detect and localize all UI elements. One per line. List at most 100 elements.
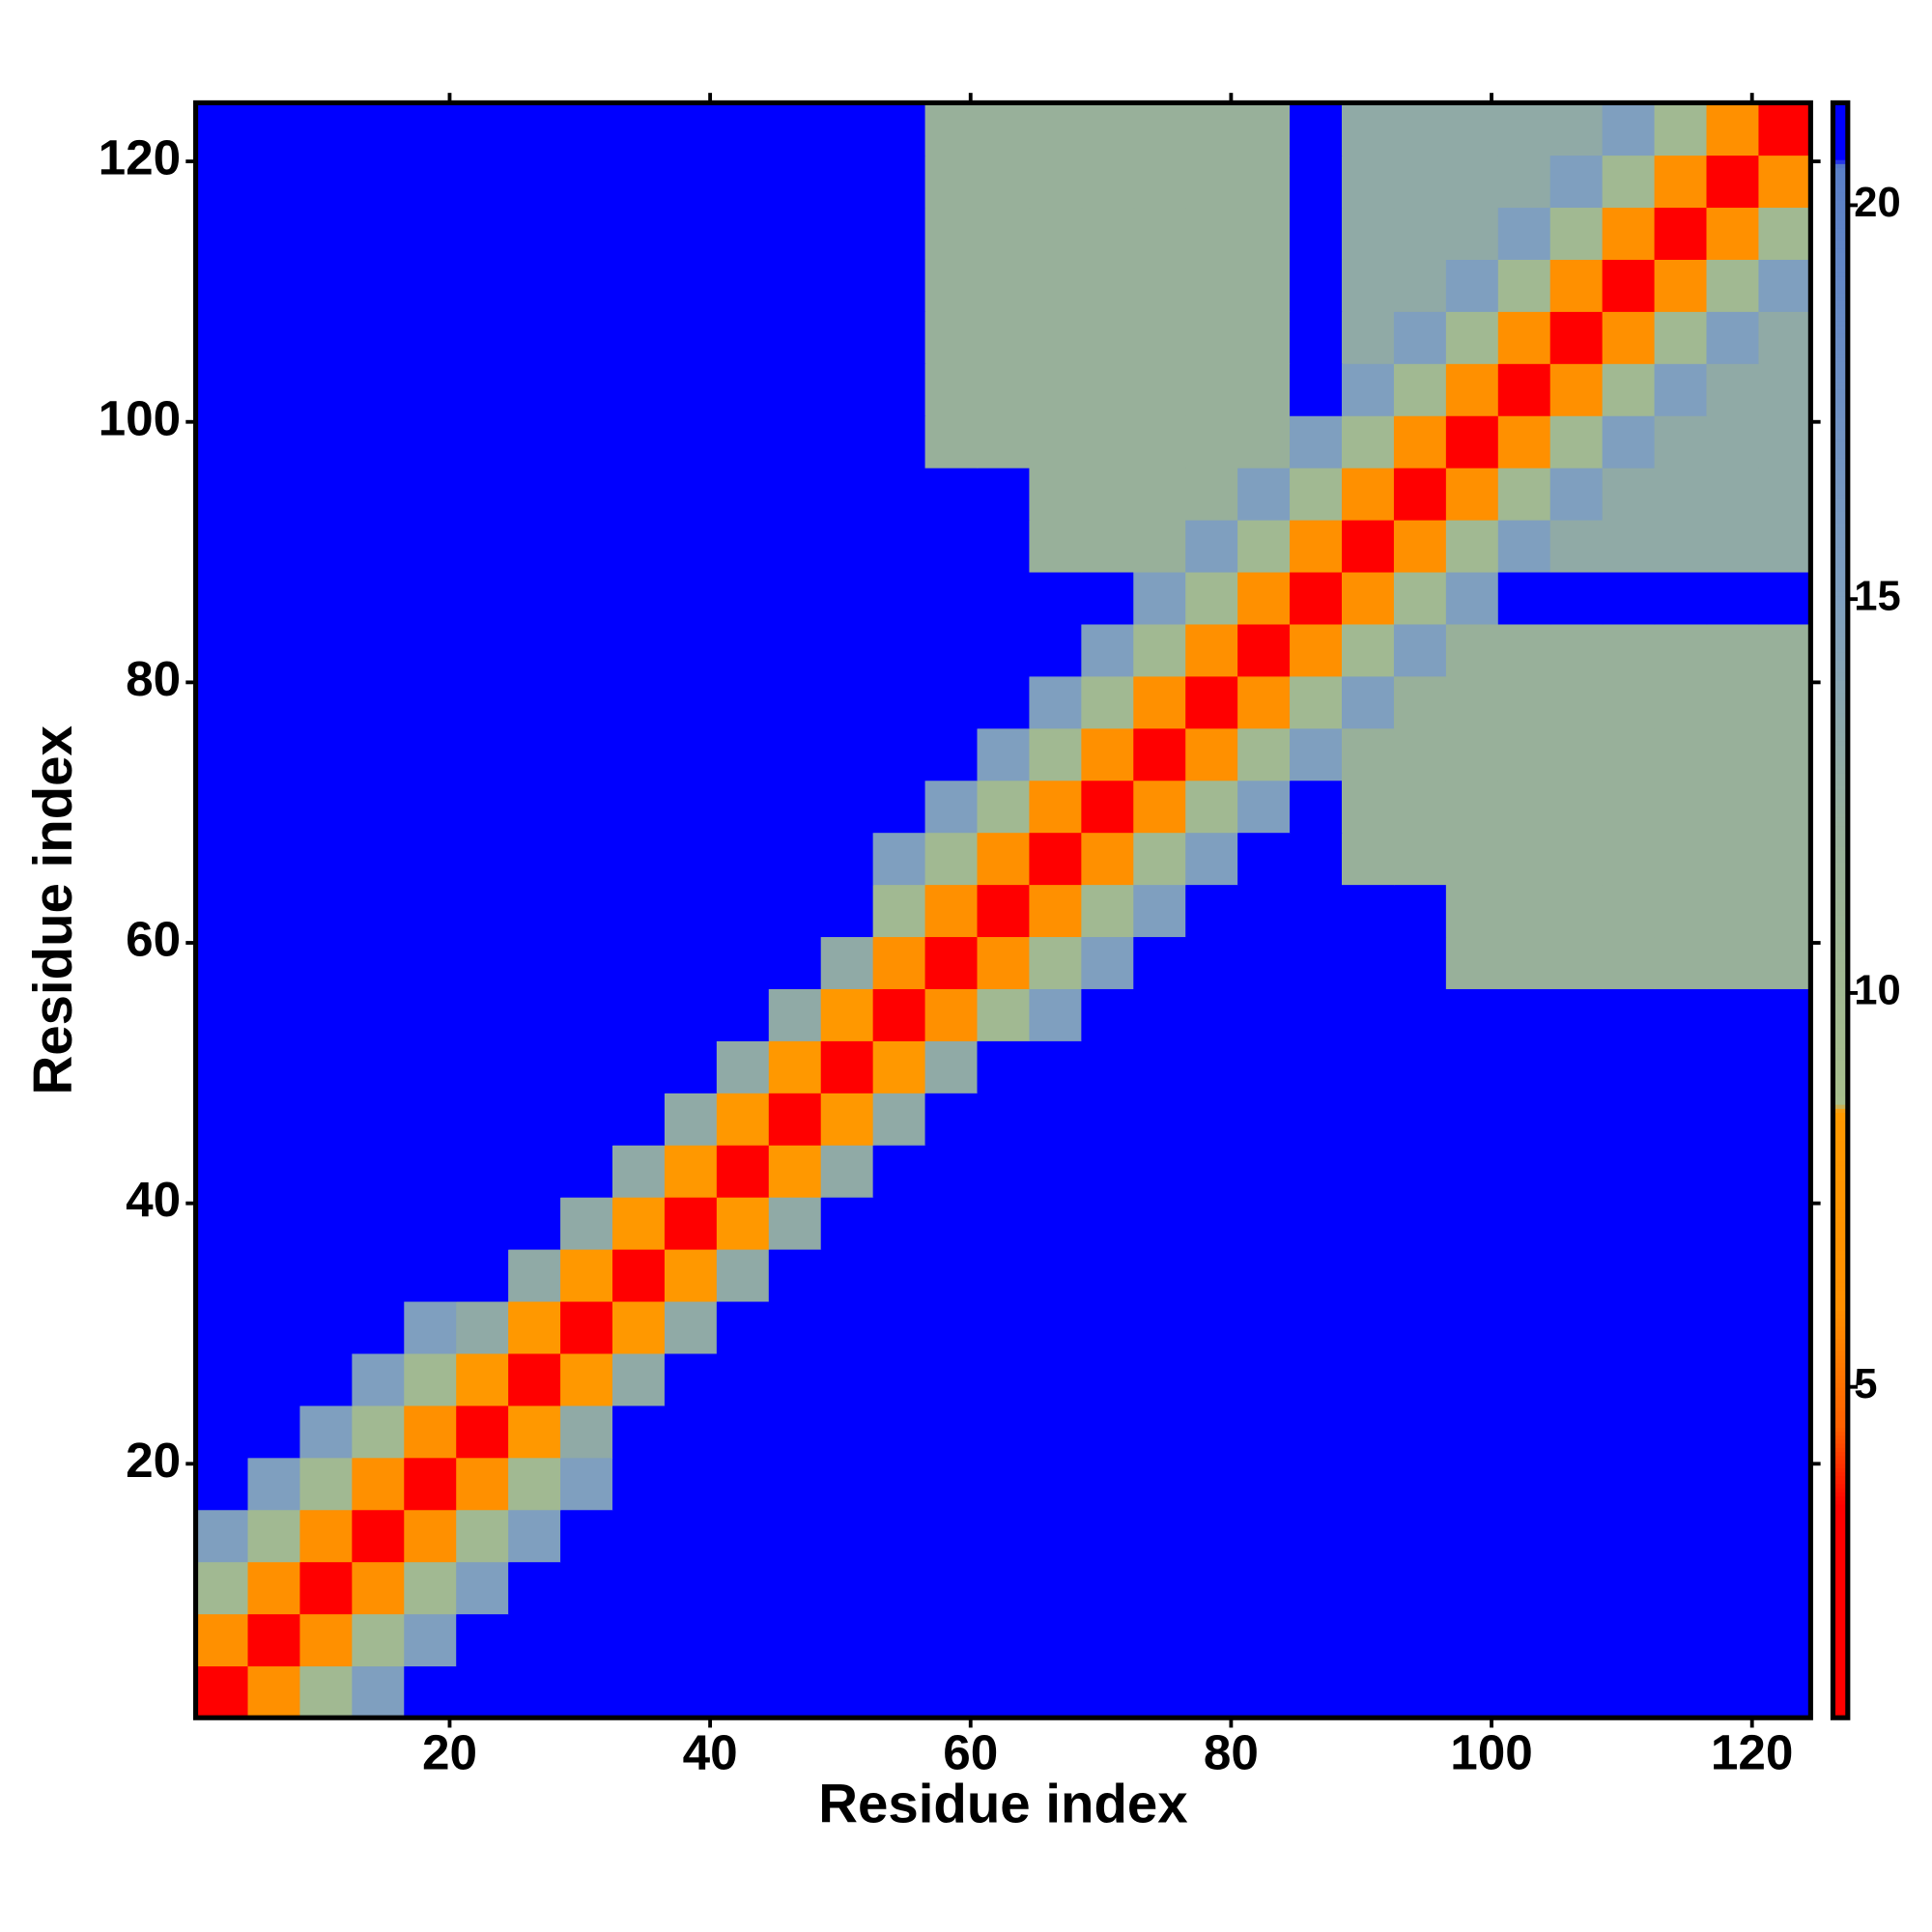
heatmap-cell xyxy=(1341,988,1395,1041)
heatmap-cell xyxy=(299,1457,354,1511)
heatmap-cell xyxy=(1081,884,1135,938)
colorbar-segment xyxy=(1833,389,1848,395)
heatmap-cell xyxy=(611,623,666,677)
heatmap-cell xyxy=(456,1040,509,1094)
heatmap-cell xyxy=(1393,519,1447,573)
colorbar-segment xyxy=(1833,1451,1848,1457)
heatmap-cell xyxy=(1654,1196,1708,1250)
heatmap-cell xyxy=(664,259,718,312)
colorbar-segment xyxy=(1833,1245,1848,1251)
heatmap-cell xyxy=(1445,1613,1499,1667)
colorbar-segment xyxy=(1833,240,1848,245)
heatmap-cell xyxy=(664,780,718,834)
heatmap-cell xyxy=(299,780,354,834)
heatmap-cell xyxy=(1497,1457,1551,1511)
heatmap-cell xyxy=(768,571,822,625)
heatmap-cell xyxy=(924,884,979,938)
heatmap-cell xyxy=(1341,259,1395,312)
heatmap-cell xyxy=(1341,207,1395,260)
colorbar-segment xyxy=(1833,1095,1848,1101)
colorbar-segment xyxy=(1833,268,1848,273)
heatmap-cell xyxy=(1237,1093,1291,1146)
heatmap-cell xyxy=(247,832,301,886)
heatmap-cell xyxy=(1133,1300,1186,1354)
heatmap-cell xyxy=(1549,1509,1604,1563)
colorbar-segment xyxy=(1833,1334,1848,1340)
heatmap-cell xyxy=(1758,155,1812,209)
colorbar-segment xyxy=(1833,1386,1848,1392)
heatmap-cell xyxy=(1602,519,1656,573)
colorbar-segment xyxy=(1833,1148,1848,1153)
heatmap-cell xyxy=(1290,259,1343,312)
colorbar-segment xyxy=(1833,680,1848,686)
heatmap-cell xyxy=(1290,363,1343,416)
heatmap-cell xyxy=(195,780,249,834)
heatmap-cell xyxy=(299,311,354,364)
heatmap-cell xyxy=(1549,1457,1604,1511)
heatmap-cell xyxy=(1237,1457,1291,1511)
heatmap-cell xyxy=(1237,1613,1291,1667)
heatmap-cell xyxy=(560,155,613,209)
heatmap-cell xyxy=(872,1144,926,1198)
heatmap-cell xyxy=(560,1300,613,1354)
heatmap-cell xyxy=(1290,675,1343,729)
heatmap-cell xyxy=(1081,155,1135,209)
colorbar-segment xyxy=(1833,1172,1848,1178)
colorbar-segment xyxy=(1833,1487,1848,1492)
heatmap-cell xyxy=(352,1665,406,1719)
heatmap-cell xyxy=(195,259,249,312)
plot-frame xyxy=(193,99,1813,1720)
heatmap-cell xyxy=(924,571,979,625)
heatmap-cell xyxy=(1758,1300,1812,1354)
heatmap-cell xyxy=(1602,936,1656,989)
heatmap-cell xyxy=(977,414,1031,469)
heatmap-cell xyxy=(664,884,718,938)
heatmap-cell xyxy=(560,1352,613,1406)
heatmap-cell xyxy=(1602,363,1656,416)
heatmap-cell xyxy=(1497,1248,1551,1302)
heatmap-cell xyxy=(1133,988,1186,1041)
colorbar-segment xyxy=(1833,158,1848,164)
x-tick-label: 100 xyxy=(1450,1724,1533,1779)
heatmap-cell xyxy=(1237,832,1291,886)
heatmap-cell xyxy=(1602,1040,1656,1094)
heatmap-cell xyxy=(716,102,770,156)
heatmap-cell xyxy=(820,1144,874,1198)
heatmap-cell xyxy=(404,780,457,834)
heatmap-cell xyxy=(1758,1457,1812,1511)
heatmap-cell xyxy=(1445,1196,1499,1250)
colorbar-segment xyxy=(1833,542,1848,548)
colorbar-segment xyxy=(1833,123,1848,128)
colorbar-segment xyxy=(1833,562,1848,568)
heatmap-cell xyxy=(1237,571,1291,625)
colorbar-segment xyxy=(1833,151,1848,156)
colorbar-segment xyxy=(1833,1112,1848,1118)
colorbar-segment xyxy=(1833,393,1848,399)
colorbar-segment xyxy=(1833,671,1848,677)
heatmap-cell xyxy=(352,1300,406,1354)
heatmap-cell xyxy=(1497,414,1551,469)
heatmap-cell xyxy=(977,988,1031,1041)
heatmap-cell xyxy=(1237,727,1291,781)
heatmap-cell xyxy=(768,675,822,729)
heatmap-cell xyxy=(456,571,509,625)
heatmap-cell xyxy=(1133,780,1186,834)
heatmap-cell xyxy=(456,832,509,886)
colorbar-segment xyxy=(1833,119,1848,125)
heatmap-cell xyxy=(1706,1352,1760,1406)
heatmap-cell xyxy=(977,1405,1031,1459)
colorbar-segment xyxy=(1833,1362,1848,1368)
heatmap-cell xyxy=(1654,675,1708,729)
heatmap-cell xyxy=(195,1457,249,1511)
heatmap-cell xyxy=(299,414,354,469)
colorbar-segment xyxy=(1833,1325,1848,1331)
heatmap-cell xyxy=(611,1665,666,1719)
colorbar-segment xyxy=(1833,979,1848,984)
heatmap-cell xyxy=(768,1613,822,1667)
heatmap-cell xyxy=(716,1300,770,1354)
heatmap-cell xyxy=(1706,1196,1760,1250)
heatmap-cell xyxy=(1081,1561,1135,1615)
heatmap-cell xyxy=(820,1352,874,1406)
heatmap-cell xyxy=(299,467,354,521)
colorbar-segment xyxy=(1833,975,1848,980)
